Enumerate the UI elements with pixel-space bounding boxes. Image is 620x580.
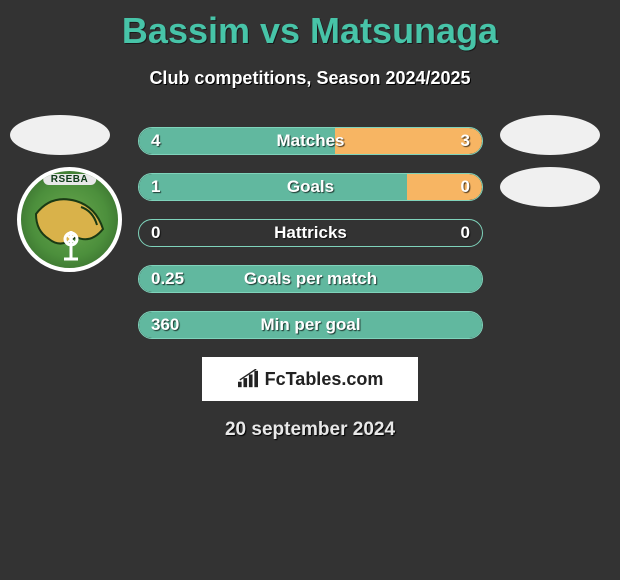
player-right-avatar — [500, 115, 600, 155]
comparison-area: RSEBA 4Matches31Goals00Hattricks00.25Goa… — [0, 127, 620, 339]
stat-label: Hattricks — [139, 220, 482, 247]
stat-row: 4Matches3 — [138, 127, 483, 155]
club-badge-graphic — [31, 189, 111, 264]
bar-chart-icon — [237, 369, 259, 389]
stat-bars: 4Matches31Goals00Hattricks00.25Goals per… — [138, 127, 483, 339]
stat-label: Min per goal — [139, 312, 482, 339]
player-right-club-avatar — [500, 167, 600, 207]
stat-value-right: 3 — [461, 128, 470, 155]
stat-row: 360Min per goal — [138, 311, 483, 339]
player-left-avatar — [10, 115, 110, 155]
brand-logo[interactable]: FcTables.com — [202, 357, 418, 401]
subtitle: Club competitions, Season 2024/2025 — [0, 68, 620, 89]
stat-row: 1Goals0 — [138, 173, 483, 201]
stat-label: Goals per match — [139, 266, 482, 293]
stat-row: 0Hattricks0 — [138, 219, 483, 247]
stat-row: 0.25Goals per match — [138, 265, 483, 293]
page-title: Bassim vs Matsunaga — [0, 0, 620, 52]
stat-label: Goals — [139, 174, 482, 201]
club-badge-text: RSEBA — [43, 174, 97, 185]
player-left-club-badge: RSEBA — [17, 167, 122, 272]
date-caption: 20 september 2024 — [0, 419, 620, 441]
stat-value-right: 0 — [461, 220, 470, 247]
stat-value-right: 0 — [461, 174, 470, 201]
brand-text: FcTables.com — [265, 369, 384, 390]
stat-label: Matches — [139, 128, 482, 155]
